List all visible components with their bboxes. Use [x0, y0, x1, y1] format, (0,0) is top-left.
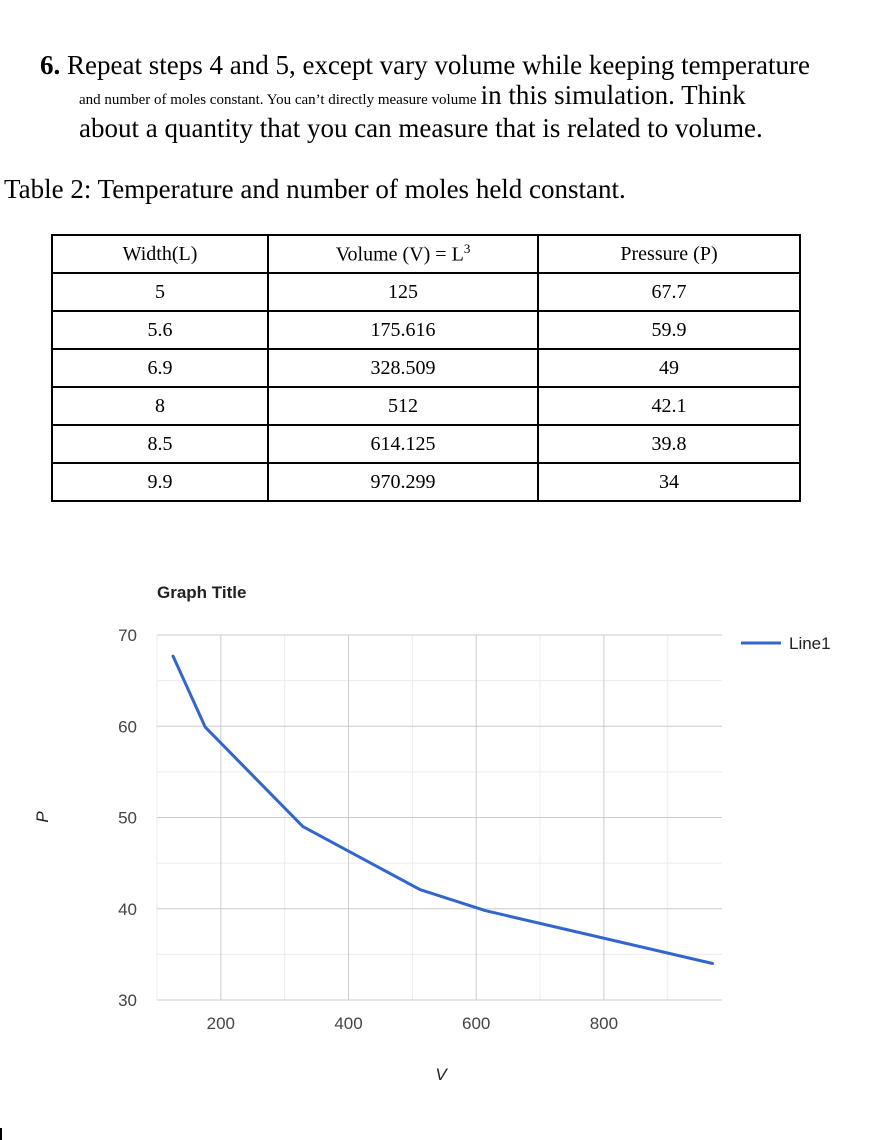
cell-width: 5 [51, 272, 269, 312]
header-width: Width(L) [51, 234, 269, 274]
cell-pressure: 42.1 [537, 386, 801, 426]
table-row: 5 125 67.7 [51, 272, 801, 312]
step-line-1: 6. Repeat steps 4 and 5, except vary vol… [40, 52, 870, 79]
cell-pressure: 49 [537, 348, 801, 388]
data-point [418, 888, 422, 891]
cell-volume: 125 [267, 272, 539, 312]
x-tick-label: 400 [334, 1014, 362, 1033]
y-tick-label: 40 [118, 900, 137, 919]
step-number: 6. [40, 50, 61, 80]
cell-width: 8 [51, 386, 269, 426]
data-point [301, 825, 305, 829]
y-tick-label: 50 [118, 809, 137, 828]
x-tick-label: 200 [207, 1014, 235, 1033]
y-tick-label: 30 [118, 991, 137, 1010]
step-text-2-large: in this simulation. Think [480, 80, 746, 110]
chart-tick-labels: 200 400 600 800 30 40 50 60 70 [118, 626, 618, 1033]
header-pressure: Pressure (P) [537, 234, 801, 274]
table-row: 6.9 328.509 49 [51, 348, 801, 388]
cell-volume: 970.299 [267, 462, 539, 502]
step-text-1: Repeat steps 4 and 5, except vary volume… [67, 50, 810, 80]
cell-pressure: 34 [537, 462, 801, 502]
x-tick-label: 600 [462, 1014, 490, 1033]
table-header-row: Width(L) Volume (V) = L3 Pressure (P) [51, 234, 801, 274]
chart-legend: Line1 [741, 634, 831, 653]
data-point [203, 725, 207, 729]
header-volume: Volume (V) = L3 [267, 234, 539, 274]
chart-title: Graph Title [157, 583, 246, 602]
step-line-2: and number of moles constant. You can’t … [40, 82, 870, 109]
step-text-2-small: and number of moles constant. You can’t … [79, 92, 477, 108]
cell-volume: 328.509 [267, 348, 539, 388]
y-axis-label: P [33, 811, 52, 823]
table-caption: Table 2: Temperature and number of moles… [4, 174, 626, 204]
cell-volume: 175.616 [267, 310, 539, 350]
x-axis-label: V [435, 1065, 448, 1084]
cell-width: 5.6 [51, 310, 269, 350]
y-tick-label: 70 [118, 626, 137, 645]
pressure-volume-chart: Graph Title 200 400 600 800 30 40 50 60 70 P V L… [33, 583, 831, 1084]
step-line-3: about a quantity that you can measure th… [79, 113, 763, 143]
legend-label: Line1 [789, 634, 831, 653]
cell-pressure: 39.8 [537, 424, 801, 464]
data-table: Width(L) Volume (V) = L3 Pressure (P) 5 … [51, 234, 801, 502]
data-point [711, 962, 715, 965]
header-volume-text: Volume (V) = L [335, 243, 464, 266]
cell-width: 6.9 [51, 348, 269, 388]
table-row: 8.5 614.125 39.8 [51, 424, 801, 464]
step-6-instructions: 6. Repeat steps 4 and 5, except vary vol… [40, 52, 870, 142]
table-row: 5.6 175.616 59.9 [51, 310, 801, 350]
table-row: 8 512 42.1 [51, 386, 801, 426]
header-volume-exponent: 3 [463, 241, 471, 257]
cell-width: 8.5 [51, 424, 269, 464]
y-tick-label: 60 [118, 717, 137, 736]
chart-series [171, 654, 715, 965]
cell-pressure: 67.7 [537, 272, 801, 312]
cell-pressure: 59.9 [537, 310, 801, 350]
x-tick-label: 800 [590, 1014, 618, 1033]
cell-volume: 512 [267, 386, 539, 426]
series-line [171, 655, 713, 965]
data-point [483, 909, 487, 912]
text-cursor [0, 1128, 2, 1140]
data-point [171, 654, 175, 658]
chart-gridlines [156, 634, 722, 1001]
cell-width: 9.9 [51, 462, 269, 502]
table-row: 9.9 970.299 34 [51, 462, 801, 502]
cell-volume: 614.125 [267, 424, 539, 464]
